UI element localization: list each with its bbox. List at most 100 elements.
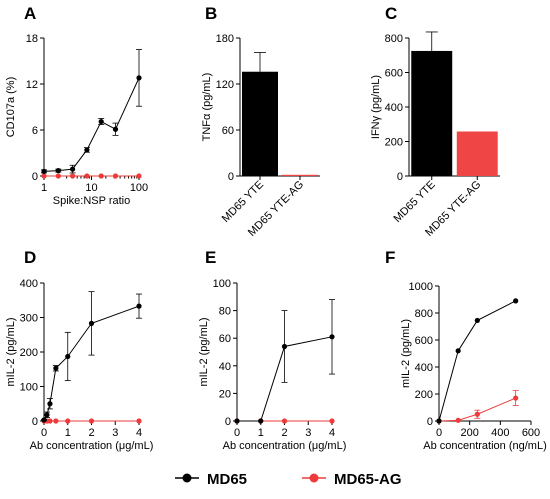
- series-md65: [41, 49, 142, 174]
- x-tick-label: 2: [281, 427, 287, 439]
- x-tick-label: 0: [234, 427, 240, 439]
- data-point: [329, 334, 335, 340]
- legend-label: MD65: [207, 471, 247, 488]
- data-point: [329, 418, 335, 424]
- data-point: [88, 418, 95, 424]
- data-point: [455, 417, 461, 423]
- y-tick-label: 20: [219, 388, 231, 400]
- data-point: [98, 173, 104, 179]
- y-tick-label: 400: [20, 278, 38, 290]
- panel-letter: D: [24, 248, 36, 267]
- y-axis-label: IFNγ (pg/mL): [370, 75, 382, 139]
- x-axis-label: Ab concentration (μg/mL): [223, 440, 347, 452]
- data-point: [234, 418, 240, 424]
- y-tick-label: 0: [32, 171, 38, 183]
- x-tick-label: 3: [112, 427, 118, 439]
- data-point: [69, 173, 76, 179]
- y-tick-label: 80: [219, 306, 231, 318]
- x-tick-label: 1: [258, 427, 264, 439]
- y-tick-label: 12: [26, 79, 38, 91]
- x-tick-label: 200: [460, 427, 478, 439]
- y-tick-label: 600: [385, 68, 403, 80]
- data-point: [281, 418, 288, 424]
- data-point: [84, 147, 90, 153]
- data-point: [41, 417, 47, 423]
- series-md65: [234, 299, 335, 424]
- series-line: [438, 397, 516, 422]
- data-point: [41, 168, 47, 174]
- x-tick-label: 3: [305, 427, 311, 439]
- data-point: [65, 418, 71, 424]
- data-point: [281, 343, 288, 350]
- y-tick-label: 0: [228, 171, 234, 183]
- bar: [282, 174, 318, 176]
- chart-panel-f: 0 200 400 600 800 1000 mIL-2 (pg/mL) 0 200 400 600…: [400, 281, 547, 452]
- data-point: [136, 303, 142, 309]
- data-point: [112, 126, 119, 132]
- y-axis-label: mIL-2 (pg/mL): [198, 317, 210, 386]
- bar: [456, 131, 498, 176]
- data-point: [474, 317, 480, 324]
- x-tick-label: 4: [136, 427, 142, 439]
- legend-marker: [182, 473, 192, 483]
- y-tick-label: 40: [219, 361, 231, 373]
- x-tick-label: 100: [130, 182, 148, 194]
- panel-letter: E: [205, 248, 216, 267]
- x-tick-label: 0: [41, 427, 47, 439]
- y-axis-label: mIL-2 (pg/mL): [5, 317, 17, 386]
- y-tick-label: 0: [32, 416, 38, 428]
- series-line: [43, 77, 140, 172]
- chart-panel-e: 0 20 40 60 80 100 mIL-2 (pg/mL) 0 1 2 3 4Ab concent…: [198, 278, 346, 452]
- legend: MD65 MD65-AG: [175, 471, 402, 488]
- y-tick-label: 200: [20, 347, 38, 359]
- data-point: [53, 365, 59, 371]
- y-tick-label: 1000: [409, 281, 433, 293]
- category-label: MD65 YTE: [391, 179, 437, 225]
- data-point: [98, 118, 104, 125]
- series-md65-ag: [41, 173, 142, 179]
- data-point: [136, 75, 142, 81]
- y-tick-label: 60: [222, 125, 234, 137]
- data-point: [436, 418, 442, 424]
- data-point: [47, 401, 53, 407]
- y-tick-label: 60: [219, 333, 231, 345]
- data-point: [53, 418, 59, 424]
- data-point: [513, 298, 519, 304]
- y-tick-label: 0: [397, 171, 403, 183]
- panel-letter: A: [24, 4, 36, 23]
- data-point: [47, 418, 53, 424]
- panel-letter: F: [385, 248, 395, 267]
- panel-letter: C: [385, 4, 397, 23]
- data-point: [455, 348, 461, 354]
- y-tick-label: 18: [26, 33, 38, 45]
- data-point: [88, 320, 95, 326]
- y-tick-label: 800: [385, 33, 403, 45]
- series-line: [237, 336, 333, 422]
- series-md65-ag: [41, 418, 142, 424]
- x-tick-label: 4: [329, 427, 335, 439]
- data-point: [55, 173, 61, 179]
- y-tick-label: 200: [415, 389, 433, 401]
- x-tick-label: 10: [85, 182, 97, 194]
- x-tick-label: 0: [436, 427, 442, 439]
- data-point: [258, 418, 264, 424]
- legend-marker: [309, 473, 319, 483]
- x-tick-label: 400: [491, 427, 509, 439]
- y-tick-label: 800: [415, 308, 433, 320]
- series-md65-ag: [436, 390, 519, 424]
- data-point: [112, 173, 119, 179]
- x-axis-label: Ab concentration (μg/mL): [30, 440, 154, 452]
- x-axis-label: Ab concentration (ng/mL): [423, 440, 547, 452]
- legend-item-md65-ag: MD65-AG: [302, 471, 402, 488]
- y-tick-label: 100: [20, 382, 38, 394]
- series-md65: [436, 298, 519, 424]
- x-tick-label: 1: [65, 427, 71, 439]
- x-tick-label: 600: [522, 427, 540, 439]
- y-tick-label: 400: [415, 362, 433, 374]
- y-tick-label: 200: [385, 137, 403, 149]
- data-point: [474, 411, 480, 417]
- bar: [242, 71, 278, 176]
- y-tick-label: 6: [32, 125, 38, 137]
